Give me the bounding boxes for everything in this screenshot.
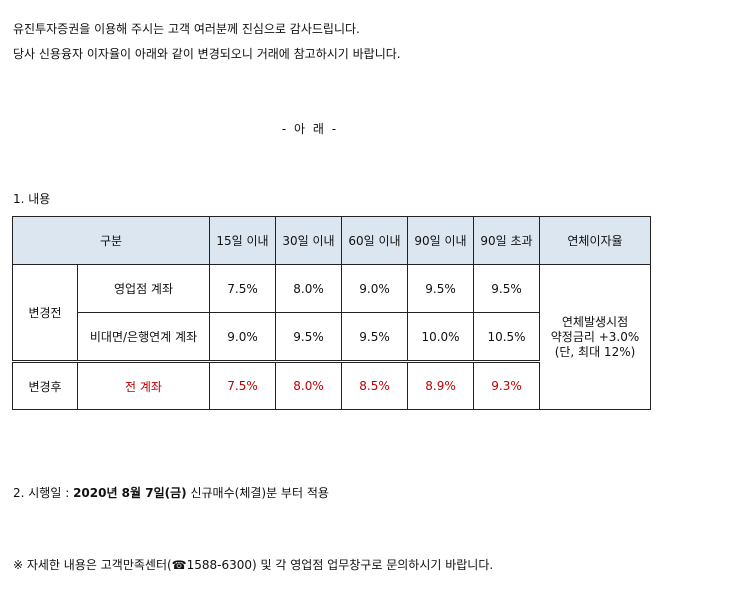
header-over-90-days: 90일 초과 [473,216,540,265]
effective-date-suffix: 신규매수(체결)분 부터 적용 [186,486,329,500]
below-heading: - 아 래 - [281,122,339,136]
rate-cell: 8.9% [407,360,474,410]
account-type-cell: 비대면/은행연계 계좌 [77,312,210,362]
rate-cell: 10.5% [473,312,540,362]
before-change-label: 변경전 [12,264,78,362]
section-1-title: 1. 내용 [13,192,51,206]
table-header-row: 구분 15일 이내 30일 이내 60일 이내 90일 이내 90일 초과 연체… [12,216,651,265]
rate-cell: 8.5% [341,360,408,410]
header-category: 구분 [12,216,210,265]
rate-cell: 10.0% [407,312,474,362]
intro-line-1: 유진투자증권을 이용해 주시는 고객 여러분께 진심으로 감사드립니다. [13,22,360,36]
account-type-cell: 영업점 계좌 [77,264,210,313]
table-row: 변경전 영업점 계좌 7.5% 8.0% 9.0% 9.5% 9.5% 연체발생… [12,264,651,410]
header-60-days: 60일 이내 [341,216,408,265]
overdue-rate-cell: 연체발생시점 약정금리 +3.0% (단, 최대 12%) [539,264,651,410]
rate-cell: 8.0% [275,264,342,313]
rate-cell: 9.5% [275,312,342,362]
intro-line-2: 당사 신용융자 이자율이 아래와 같이 변경되오니 거래에 참고하시기 바랍니다… [13,47,401,61]
rate-cell: 8.0% [275,360,342,410]
rate-cell: 9.0% [209,312,276,362]
account-type-cell: 전 계좌 [77,360,210,410]
table-row: 비대면/은행연계 계좌 9.0% 9.5% 9.5% 10.0% 10.5% [13,312,651,362]
rate-cell: 9.5% [407,264,474,313]
section-2-effective-date: 2. 시행일 : 2020년 8월 7일(금) 신규매수(체결)분 부터 적용 [13,484,329,501]
overdue-rate-line-2: 약정금리 +3.0% [550,329,640,344]
rate-cell: 9.5% [473,264,540,313]
rate-cell: 9.0% [341,264,408,313]
effective-date-prefix: 2. 시행일 : [13,486,74,500]
header-15-days: 15일 이내 [209,216,276,265]
after-change-label: 변경후 [12,360,78,410]
rate-cell: 7.5% [209,360,276,410]
overdue-rate-line-3: (단, 최대 12%) [554,344,636,359]
note-suffix: ) 및 각 영업점 업무창구로 문의하시기 바랍니다. [252,558,494,572]
phone-number: 1588-6300 [186,558,253,572]
contact-note: ※ 자세한 내용은 고객만족센터(☎1588-6300) 및 각 영업점 업무창… [13,556,493,573]
rate-cell: 9.3% [473,360,540,410]
telephone-icon: ☎ [171,558,187,572]
rate-cell: 9.5% [341,312,408,362]
header-90-days: 90일 이내 [407,216,474,265]
rate-cell: 7.5% [209,264,276,313]
overdue-rate-line-1: 연체발생시점 [561,314,629,329]
interest-rate-table: 구분 15일 이내 30일 이내 60일 이내 90일 이내 90일 초과 연체… [12,216,651,410]
header-overdue-rate: 연체이자율 [539,216,651,265]
note-prefix: ※ 자세한 내용은 고객만족센터( [13,558,172,572]
table-row: 변경후 전 계좌 7.5% 8.0% 8.5% 8.9% 9.3% [12,360,651,410]
header-30-days: 30일 이내 [275,216,342,265]
effective-date: 2020년 8월 7일(금) [73,486,187,500]
